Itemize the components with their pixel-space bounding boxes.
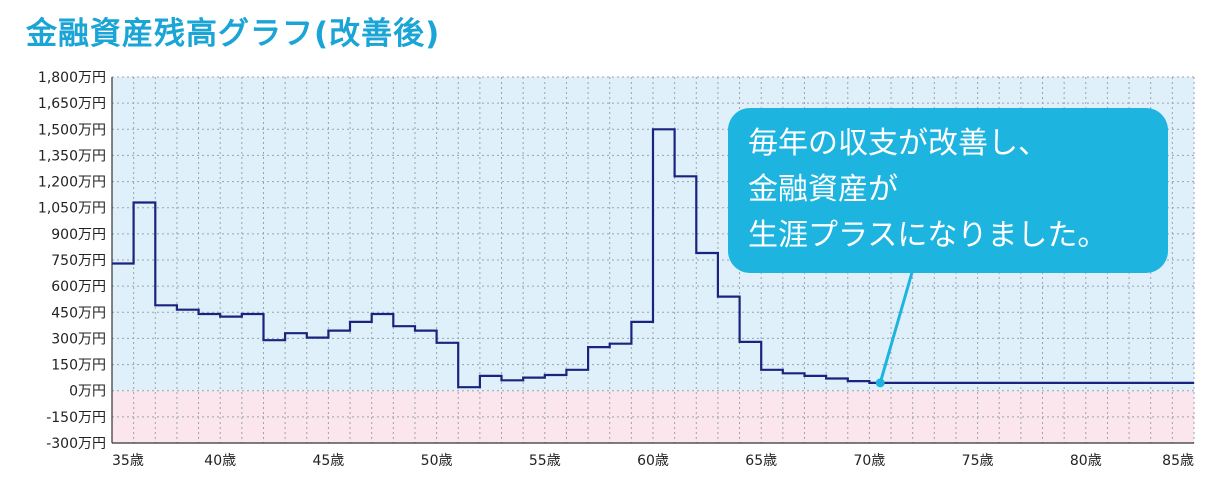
x-tick-label: 80歳 (1070, 453, 1102, 469)
y-tick-label: 1,200万円 (38, 175, 106, 191)
x-tick-label: 35歳 (112, 453, 144, 469)
y-tick-label: 450万円 (51, 305, 106, 321)
callout-text-line: 毎年の収支が改善し、 (748, 126, 1048, 161)
callout-point (875, 378, 885, 388)
x-tick-label: 75歳 (962, 453, 994, 469)
y-tick-label: -150万円 (46, 410, 106, 426)
y-tick-label: -300万円 (46, 436, 106, 452)
x-tick-label: 55歳 (529, 453, 561, 469)
x-tick-label: 60歳 (637, 453, 669, 469)
callout-text-line: 金融資産が (748, 172, 898, 207)
y-tick-label: 1,800万円 (38, 70, 106, 86)
y-tick-label: 1,050万円 (38, 201, 106, 217)
x-tick-label: 50歳 (421, 453, 453, 469)
y-tick-label: 600万円 (51, 279, 106, 295)
y-tick-label: 150万円 (51, 358, 106, 374)
y-tick-label: 1,650万円 (38, 96, 106, 112)
x-tick-label: 40歳 (204, 453, 236, 469)
y-tick-label: 750万円 (51, 253, 106, 269)
x-tick-label: 65歳 (745, 453, 777, 469)
x-tick-label: 70歳 (853, 453, 885, 469)
callout-text-line: 生涯プラスになりました。 (748, 218, 1107, 253)
series-line (112, 128, 1194, 389)
y-tick-label: 900万円 (51, 227, 106, 243)
callout-box (728, 108, 1168, 273)
y-tick-label: 1,350万円 (38, 148, 106, 164)
x-tick-label: 45歳 (312, 453, 344, 469)
callout-pointer (878, 268, 915, 384)
y-tick-label: 0万円 (69, 384, 106, 400)
chart-title: 金融資産残高グラフ(改善後) (26, 16, 441, 52)
y-tick-label: 1,500万円 (38, 122, 106, 138)
y-tick-label: 300万円 (51, 331, 106, 347)
x-tick-label: 85歳 (1162, 453, 1194, 469)
